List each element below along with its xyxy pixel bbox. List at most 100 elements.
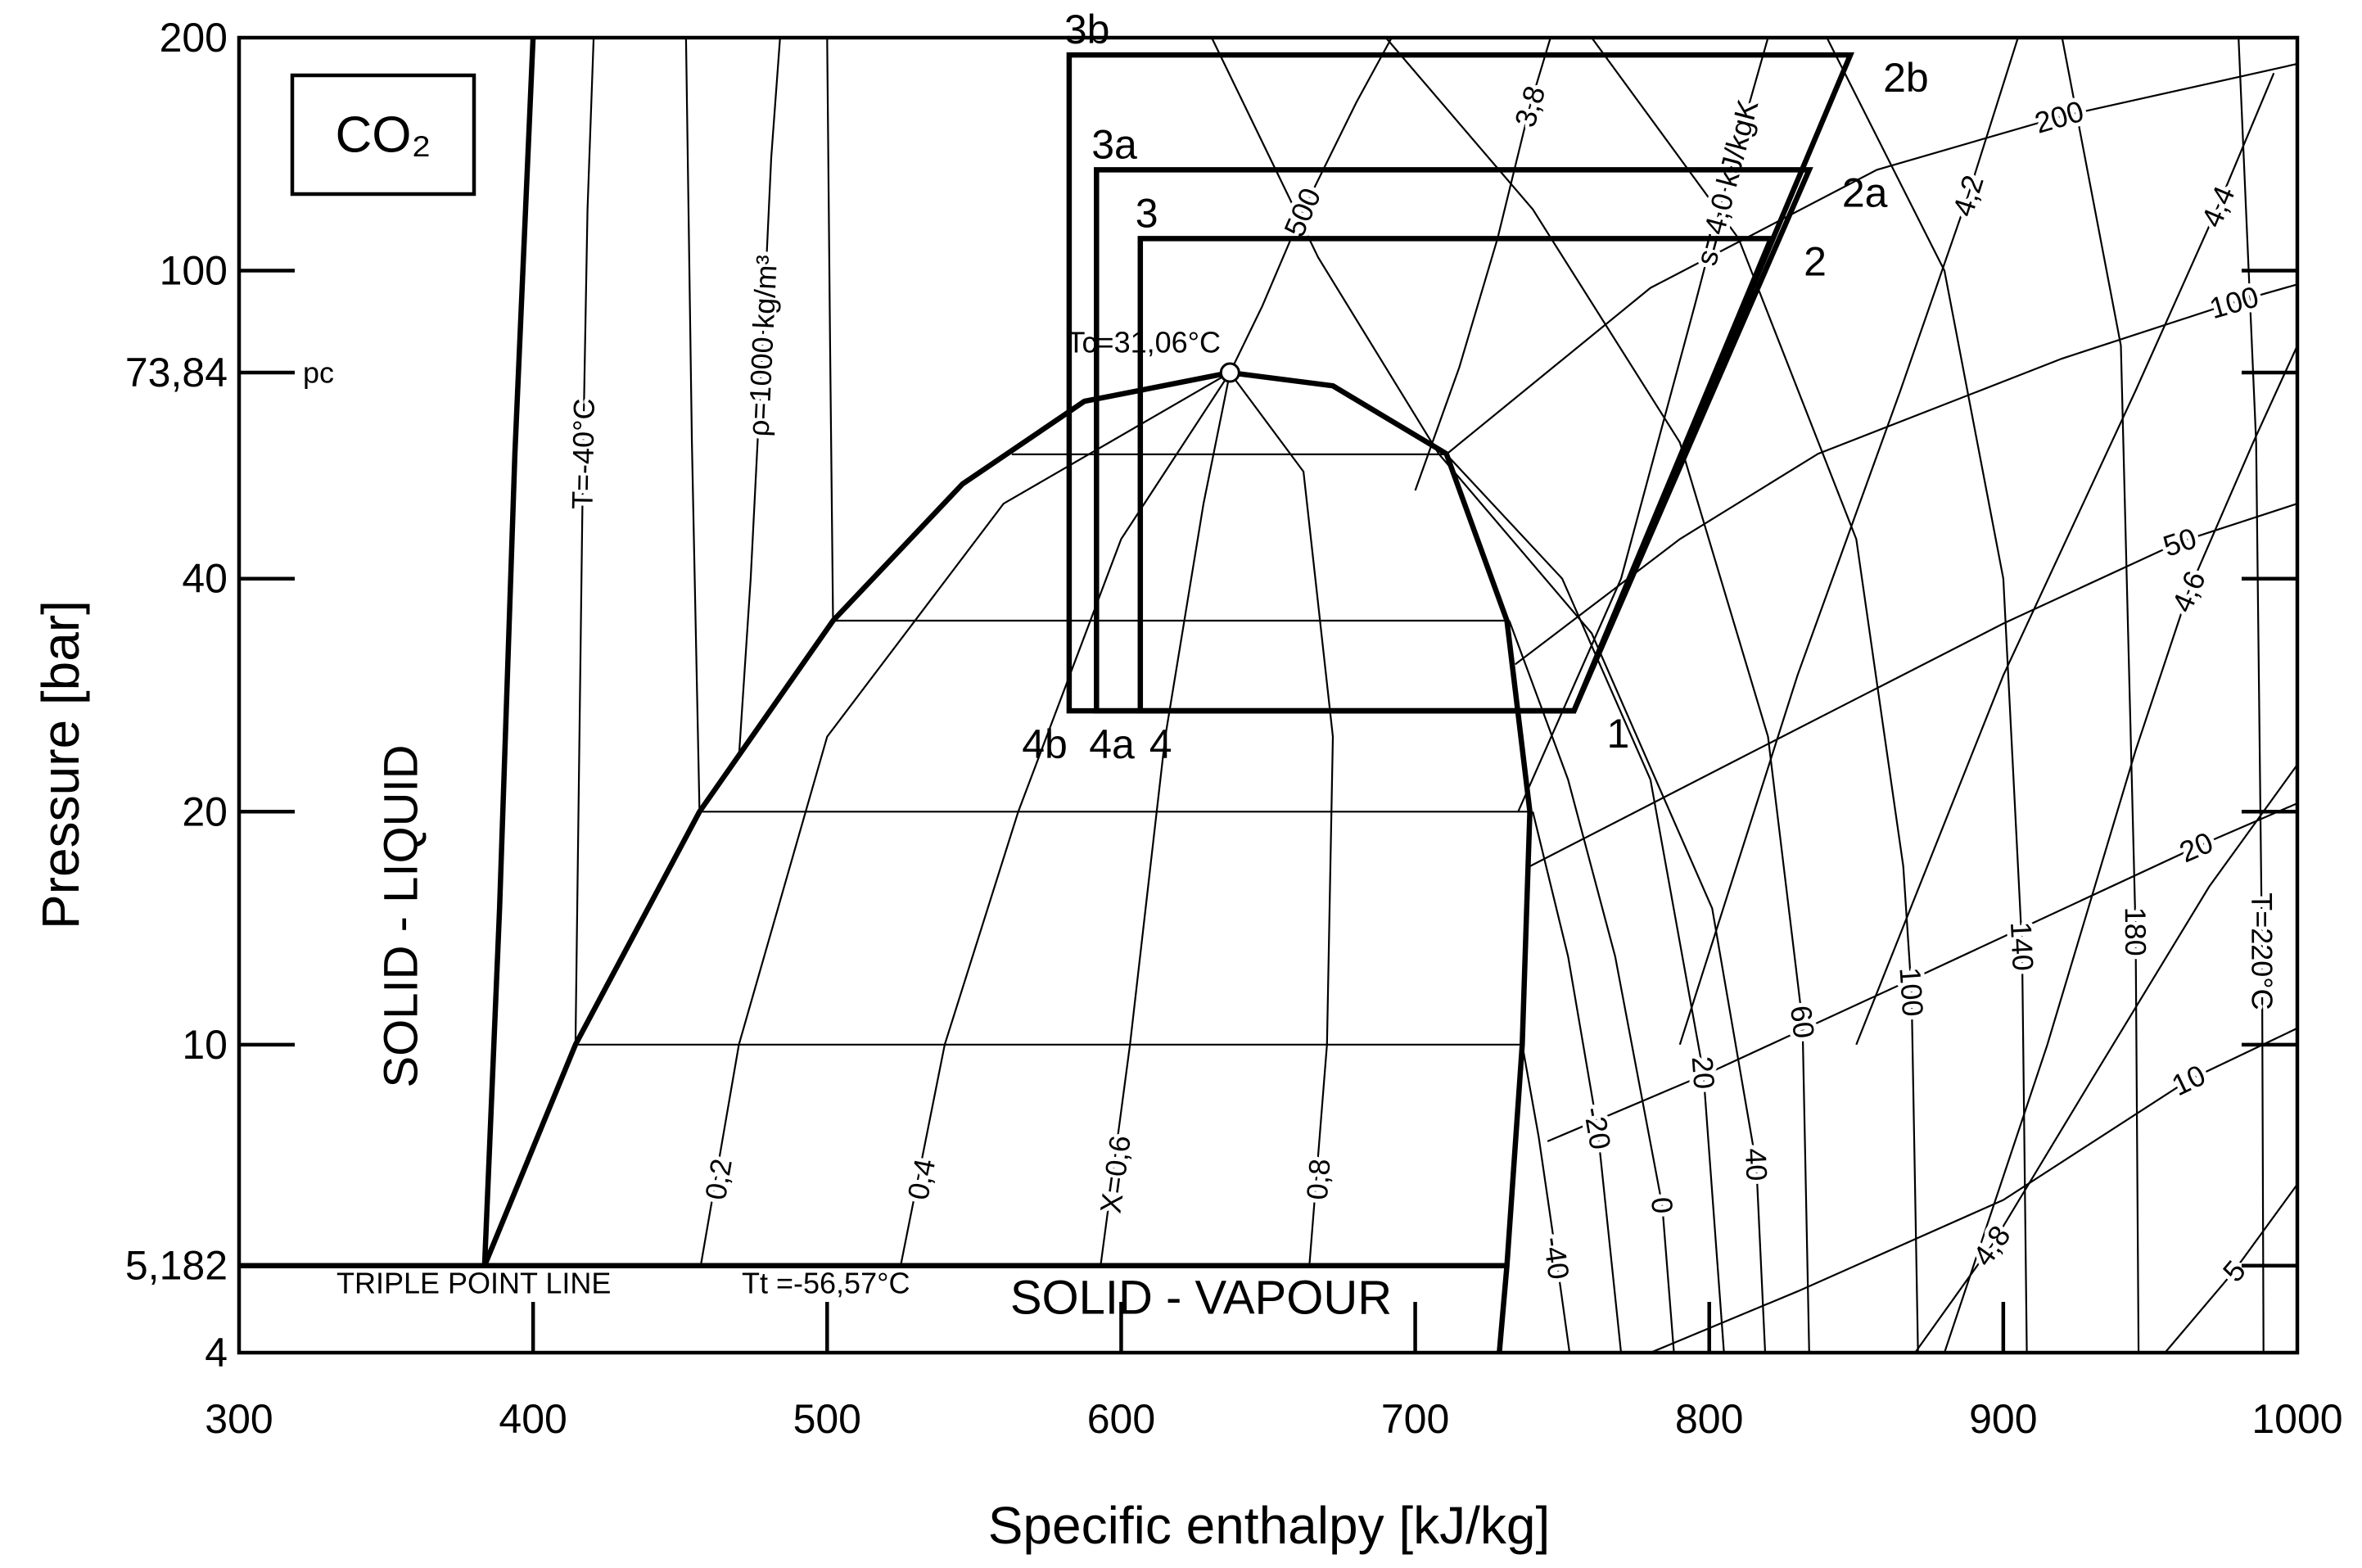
point-label: 2a: [1842, 169, 1888, 215]
cycle-line: [1066, 52, 1854, 714]
isoline: [1229, 372, 1335, 1266]
isoline: [1211, 38, 1767, 1353]
isoline-label: 50: [2159, 521, 2201, 563]
isoline: [900, 372, 1231, 1266]
y-tick-label: 5,182: [125, 1243, 228, 1289]
isoline-label: 180: [2119, 906, 2152, 956]
isoline-label: X=0,6: [1094, 1133, 1137, 1215]
isoline-label: 40: [1739, 1147, 1774, 1182]
isoline: [1517, 38, 1769, 812]
point-label: 3a: [1091, 121, 1137, 167]
isoline: [2164, 1183, 2297, 1353]
x-tick-label: 400: [499, 1396, 567, 1442]
isoline-label: 100: [1893, 966, 1930, 1018]
isoline-label: s=4,0 kJ/kgK: [1689, 96, 1764, 269]
phase-boundary: [481, 369, 1533, 1353]
y-axis-title: Pressure [bar]: [31, 600, 90, 929]
isoline-label: T=-40°C: [566, 398, 601, 509]
isoline-label: 0,4: [901, 1156, 942, 1203]
isoline: [1529, 503, 2297, 867]
isoline-label: 0,8: [1300, 1158, 1337, 1201]
isoline: [1855, 72, 2275, 1046]
point-label: 4: [1149, 721, 1172, 767]
isoline-label: 4,2: [1946, 171, 1990, 220]
critical-pressure-label: pc: [303, 356, 334, 390]
isoline-label: 140: [2004, 921, 2040, 972]
y-tick-label: 4: [205, 1330, 228, 1376]
isoline: [1678, 38, 2019, 1046]
isoline: [738, 38, 781, 758]
triple-line-label: TRIPLE POINT LINE: [336, 1267, 611, 1300]
isoline-label: 0: [1645, 1195, 1679, 1214]
isoline-label: -20: [1578, 1105, 1618, 1152]
point-label: 3b: [1064, 7, 1110, 52]
point-label: 1: [1607, 711, 1630, 757]
isoline-label: -40: [1537, 1235, 1576, 1281]
x-tick-label: 900: [1969, 1396, 2037, 1442]
point-label: 2: [1804, 238, 1827, 284]
y-tick-label: 20: [182, 789, 228, 834]
isoline: [699, 372, 1231, 1266]
isoline: [2238, 38, 2265, 1353]
region-label: SOLID - VAPOUR: [1010, 1272, 1392, 1325]
isoline-label: 0,2: [698, 1156, 738, 1202]
isoline-label: 10: [2166, 1058, 2211, 1102]
isoline: [1521, 1044, 1571, 1353]
isoline: [2061, 38, 2140, 1353]
x-tick-label: 500: [793, 1396, 861, 1442]
isoline-label: 20: [1686, 1055, 1722, 1091]
isoline: [1515, 283, 2297, 666]
isoline: [1384, 38, 1810, 1353]
isoline: [1445, 62, 2297, 455]
isoline-label: 4,6: [2165, 566, 2212, 617]
x-tick-label: 800: [1675, 1396, 1743, 1442]
isoline-label: 60: [1784, 1004, 1822, 1041]
critical-point-label: Tc=31,06°C: [1068, 326, 1222, 359]
isoline: [1943, 345, 2297, 1353]
isoline: [574, 38, 595, 1045]
isoline: [684, 38, 701, 812]
y-tick-label: 40: [182, 556, 228, 602]
isoline-label: T=220°C: [2245, 892, 2279, 1010]
point-label: 4a: [1089, 721, 1135, 767]
title: CO₂: [335, 107, 431, 164]
x-axis-title: Specific enthalpy [kJ/kg]: [988, 1496, 1551, 1555]
y-tick-label: 200: [160, 15, 228, 61]
region-label: SOLID - LIQUID: [375, 745, 428, 1088]
x-tick-label: 1000: [2251, 1396, 2342, 1442]
isoline-label: ρ=1000 kg/m³: [742, 255, 784, 437]
x-tick-label: 300: [205, 1396, 273, 1442]
plot-frame: [237, 35, 2300, 1355]
x-tick-label: 700: [1381, 1396, 1449, 1442]
y-tick-label: 10: [182, 1022, 228, 1068]
isoline: [1650, 1027, 2297, 1353]
isoline: [1914, 764, 2297, 1353]
isoline-label: 500: [1277, 183, 1327, 241]
phase-boundary: [481, 38, 536, 1266]
point-label: 3: [1136, 190, 1158, 236]
isoline: [1826, 38, 2028, 1353]
isoline-label: 100: [2206, 279, 2262, 325]
point-label: 2b: [1883, 55, 1929, 101]
triple-temperature-label: Tt =-56,57°C: [742, 1267, 910, 1300]
isoline: [1229, 38, 1393, 373]
point-label: 4b: [1022, 721, 1068, 767]
isoline: [1508, 620, 1675, 1353]
isoline: [1532, 811, 1623, 1353]
isoline-label: 3,8: [1508, 82, 1552, 131]
isoline: [1591, 38, 1919, 1353]
x-tick-label: 600: [1087, 1396, 1155, 1442]
isoline: [1445, 454, 1725, 1353]
title-box: [290, 73, 476, 197]
isoline: [1547, 802, 2297, 1142]
isoline: [826, 38, 834, 621]
isoline-label: 200: [2031, 94, 2088, 140]
critical-point: [1219, 362, 1240, 383]
y-tick-label: 73,84: [125, 350, 228, 395]
y-tick-label: 100: [160, 248, 228, 294]
isoline-label: 5: [2216, 1254, 2252, 1288]
isoline-label: 20: [2175, 825, 2218, 870]
isoline: [1100, 372, 1231, 1266]
